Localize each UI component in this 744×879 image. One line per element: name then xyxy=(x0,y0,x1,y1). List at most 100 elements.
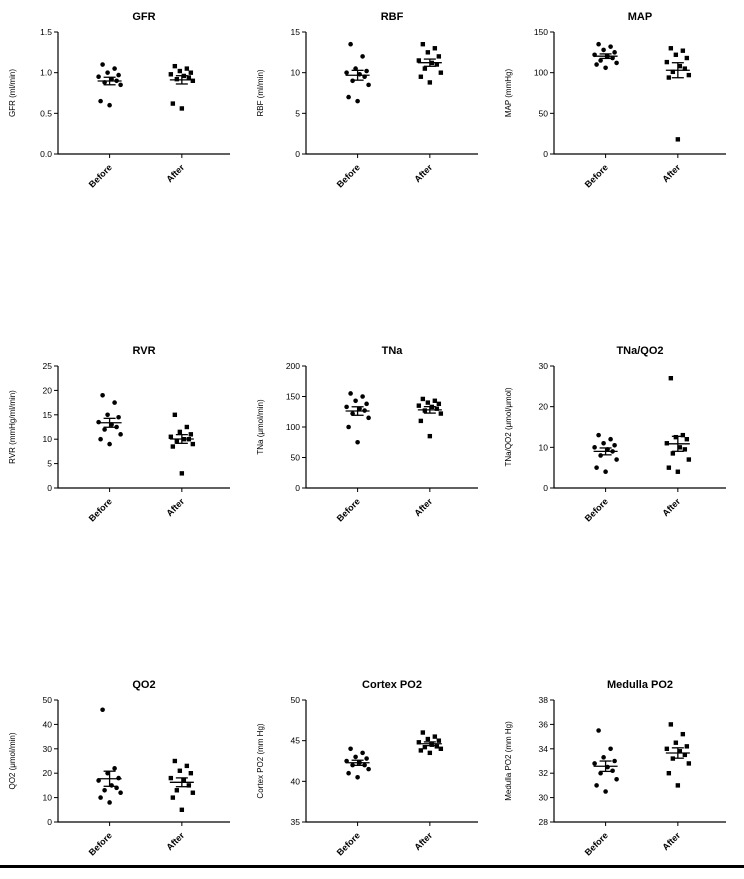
y-tick-label: 10 xyxy=(539,442,549,452)
data-point xyxy=(364,756,369,761)
data-point xyxy=(355,439,360,445)
data-point xyxy=(118,82,123,88)
chart-map: MAP 0 50 100 150 MAP (mmHg) Before After xyxy=(496,8,744,204)
data-point xyxy=(608,44,613,49)
data-point xyxy=(179,106,185,111)
x-category-label: After xyxy=(412,830,434,852)
data-point xyxy=(608,746,613,752)
data-point xyxy=(668,722,674,727)
data-point xyxy=(664,59,670,65)
data-point xyxy=(432,46,438,51)
data-point xyxy=(348,41,353,47)
chart-medulla-po2: Medulla PO2 28 30 32 34 36 38 Medulla PO2 (mm H… xyxy=(496,676,744,872)
y-tick-label: 36 xyxy=(539,719,549,729)
x-category-label: After xyxy=(412,162,434,184)
data-point xyxy=(601,47,606,53)
data-point xyxy=(686,761,692,766)
y-tick-label: 10 xyxy=(291,68,301,78)
chart-title: Medulla PO2 xyxy=(607,679,673,691)
data-point xyxy=(610,55,615,61)
data-point xyxy=(673,52,679,57)
x-category-label: Before xyxy=(87,830,114,857)
chart-title: RVR xyxy=(132,345,155,357)
chart-qo2: QO2 0 10 20 30 40 50 QO2 (μmol/min) Before After xyxy=(0,676,248,872)
data-point xyxy=(601,440,606,446)
data-point xyxy=(677,445,683,450)
data-point xyxy=(107,800,112,805)
data-point xyxy=(168,434,174,439)
chart-rbf-svg: RBF 0 5 10 15 RBF (ml/min) Before After xyxy=(256,11,478,190)
data-point xyxy=(355,774,360,780)
data-point xyxy=(603,789,608,794)
data-point xyxy=(190,441,196,447)
y-tick-label: 20 xyxy=(43,385,53,395)
y-tick-label: 100 xyxy=(534,68,548,78)
x-category-label: Before xyxy=(335,496,362,523)
chart-gfr-svg: GFR 0.0 0.5 1.0 1.5 GFR (ml/min) Before After xyxy=(8,11,230,190)
data-point xyxy=(362,74,367,80)
y-tick-label: 0 xyxy=(295,149,300,159)
data-point xyxy=(348,746,353,752)
data-point xyxy=(592,761,597,766)
data-point xyxy=(436,738,442,743)
axes xyxy=(553,32,726,155)
data-point xyxy=(360,750,365,756)
data-point xyxy=(680,48,686,53)
data-point xyxy=(116,775,121,781)
data-point xyxy=(434,406,440,411)
data-point xyxy=(357,71,362,77)
data-point xyxy=(366,82,371,88)
data-point xyxy=(664,746,670,751)
data-point xyxy=(427,433,433,439)
y-axis-label: RVR (mmHg/ml/min) xyxy=(8,390,17,464)
data-point xyxy=(177,68,183,74)
data-point xyxy=(673,740,679,745)
data-point xyxy=(188,771,194,776)
data-point xyxy=(344,404,349,410)
data-point xyxy=(670,69,676,75)
data-point xyxy=(350,78,355,84)
y-tick-label: 40 xyxy=(291,776,301,786)
chart-tna-qo2: TNa/QO2 0 10 20 30 TNa/QO2 (μmol/μmol) Before A… xyxy=(496,342,744,538)
chart-cortex-po2: Cortex PO2 35 40 45 50 Cortex PO2 (mm Hg) Befo… xyxy=(248,676,496,872)
data-point xyxy=(596,41,601,47)
x-category-label: After xyxy=(164,830,186,852)
data-point xyxy=(346,424,351,430)
data-point xyxy=(109,783,114,788)
x-category-label: Before xyxy=(335,830,362,857)
data-point xyxy=(686,72,692,78)
data-point xyxy=(170,101,176,106)
data-point xyxy=(366,766,371,772)
data-point xyxy=(682,752,688,758)
data-point xyxy=(172,63,178,69)
data-point xyxy=(605,447,610,452)
data-point xyxy=(186,783,192,788)
data-point xyxy=(432,734,438,739)
x-category-label: Before xyxy=(583,162,610,189)
data-point xyxy=(429,60,435,66)
data-point xyxy=(168,775,174,781)
data-point xyxy=(96,74,101,80)
data-point xyxy=(677,749,683,754)
data-point xyxy=(668,376,674,381)
chart-rbf: RBF 0 5 10 15 RBF (ml/min) Before After xyxy=(248,8,496,204)
y-tick-label: 0 xyxy=(295,483,300,493)
data-point xyxy=(675,783,681,788)
error-bar xyxy=(97,417,122,428)
chart-tna-qo2-svg: TNa/QO2 0 10 20 30 TNa/QO2 (μmol/μmol) Before A… xyxy=(504,345,726,524)
data-point xyxy=(612,50,617,55)
data-point xyxy=(184,66,190,71)
data-point xyxy=(418,74,424,79)
data-point xyxy=(118,432,123,437)
y-tick-label: 150 xyxy=(286,392,300,402)
data-point xyxy=(434,62,440,67)
x-category-label: After xyxy=(660,496,682,518)
data-point xyxy=(190,78,196,83)
data-point xyxy=(603,469,608,475)
y-tick-label: 0.5 xyxy=(40,108,52,118)
x-category-label: Before xyxy=(87,496,114,523)
y-axis-label: QO2 (μmol/min) xyxy=(8,732,17,789)
chart-cortex-po2-svg: Cortex PO2 35 40 45 50 Cortex PO2 (mm Hg) Befo… xyxy=(256,679,478,858)
data-point xyxy=(436,401,442,407)
data-point xyxy=(416,58,422,63)
